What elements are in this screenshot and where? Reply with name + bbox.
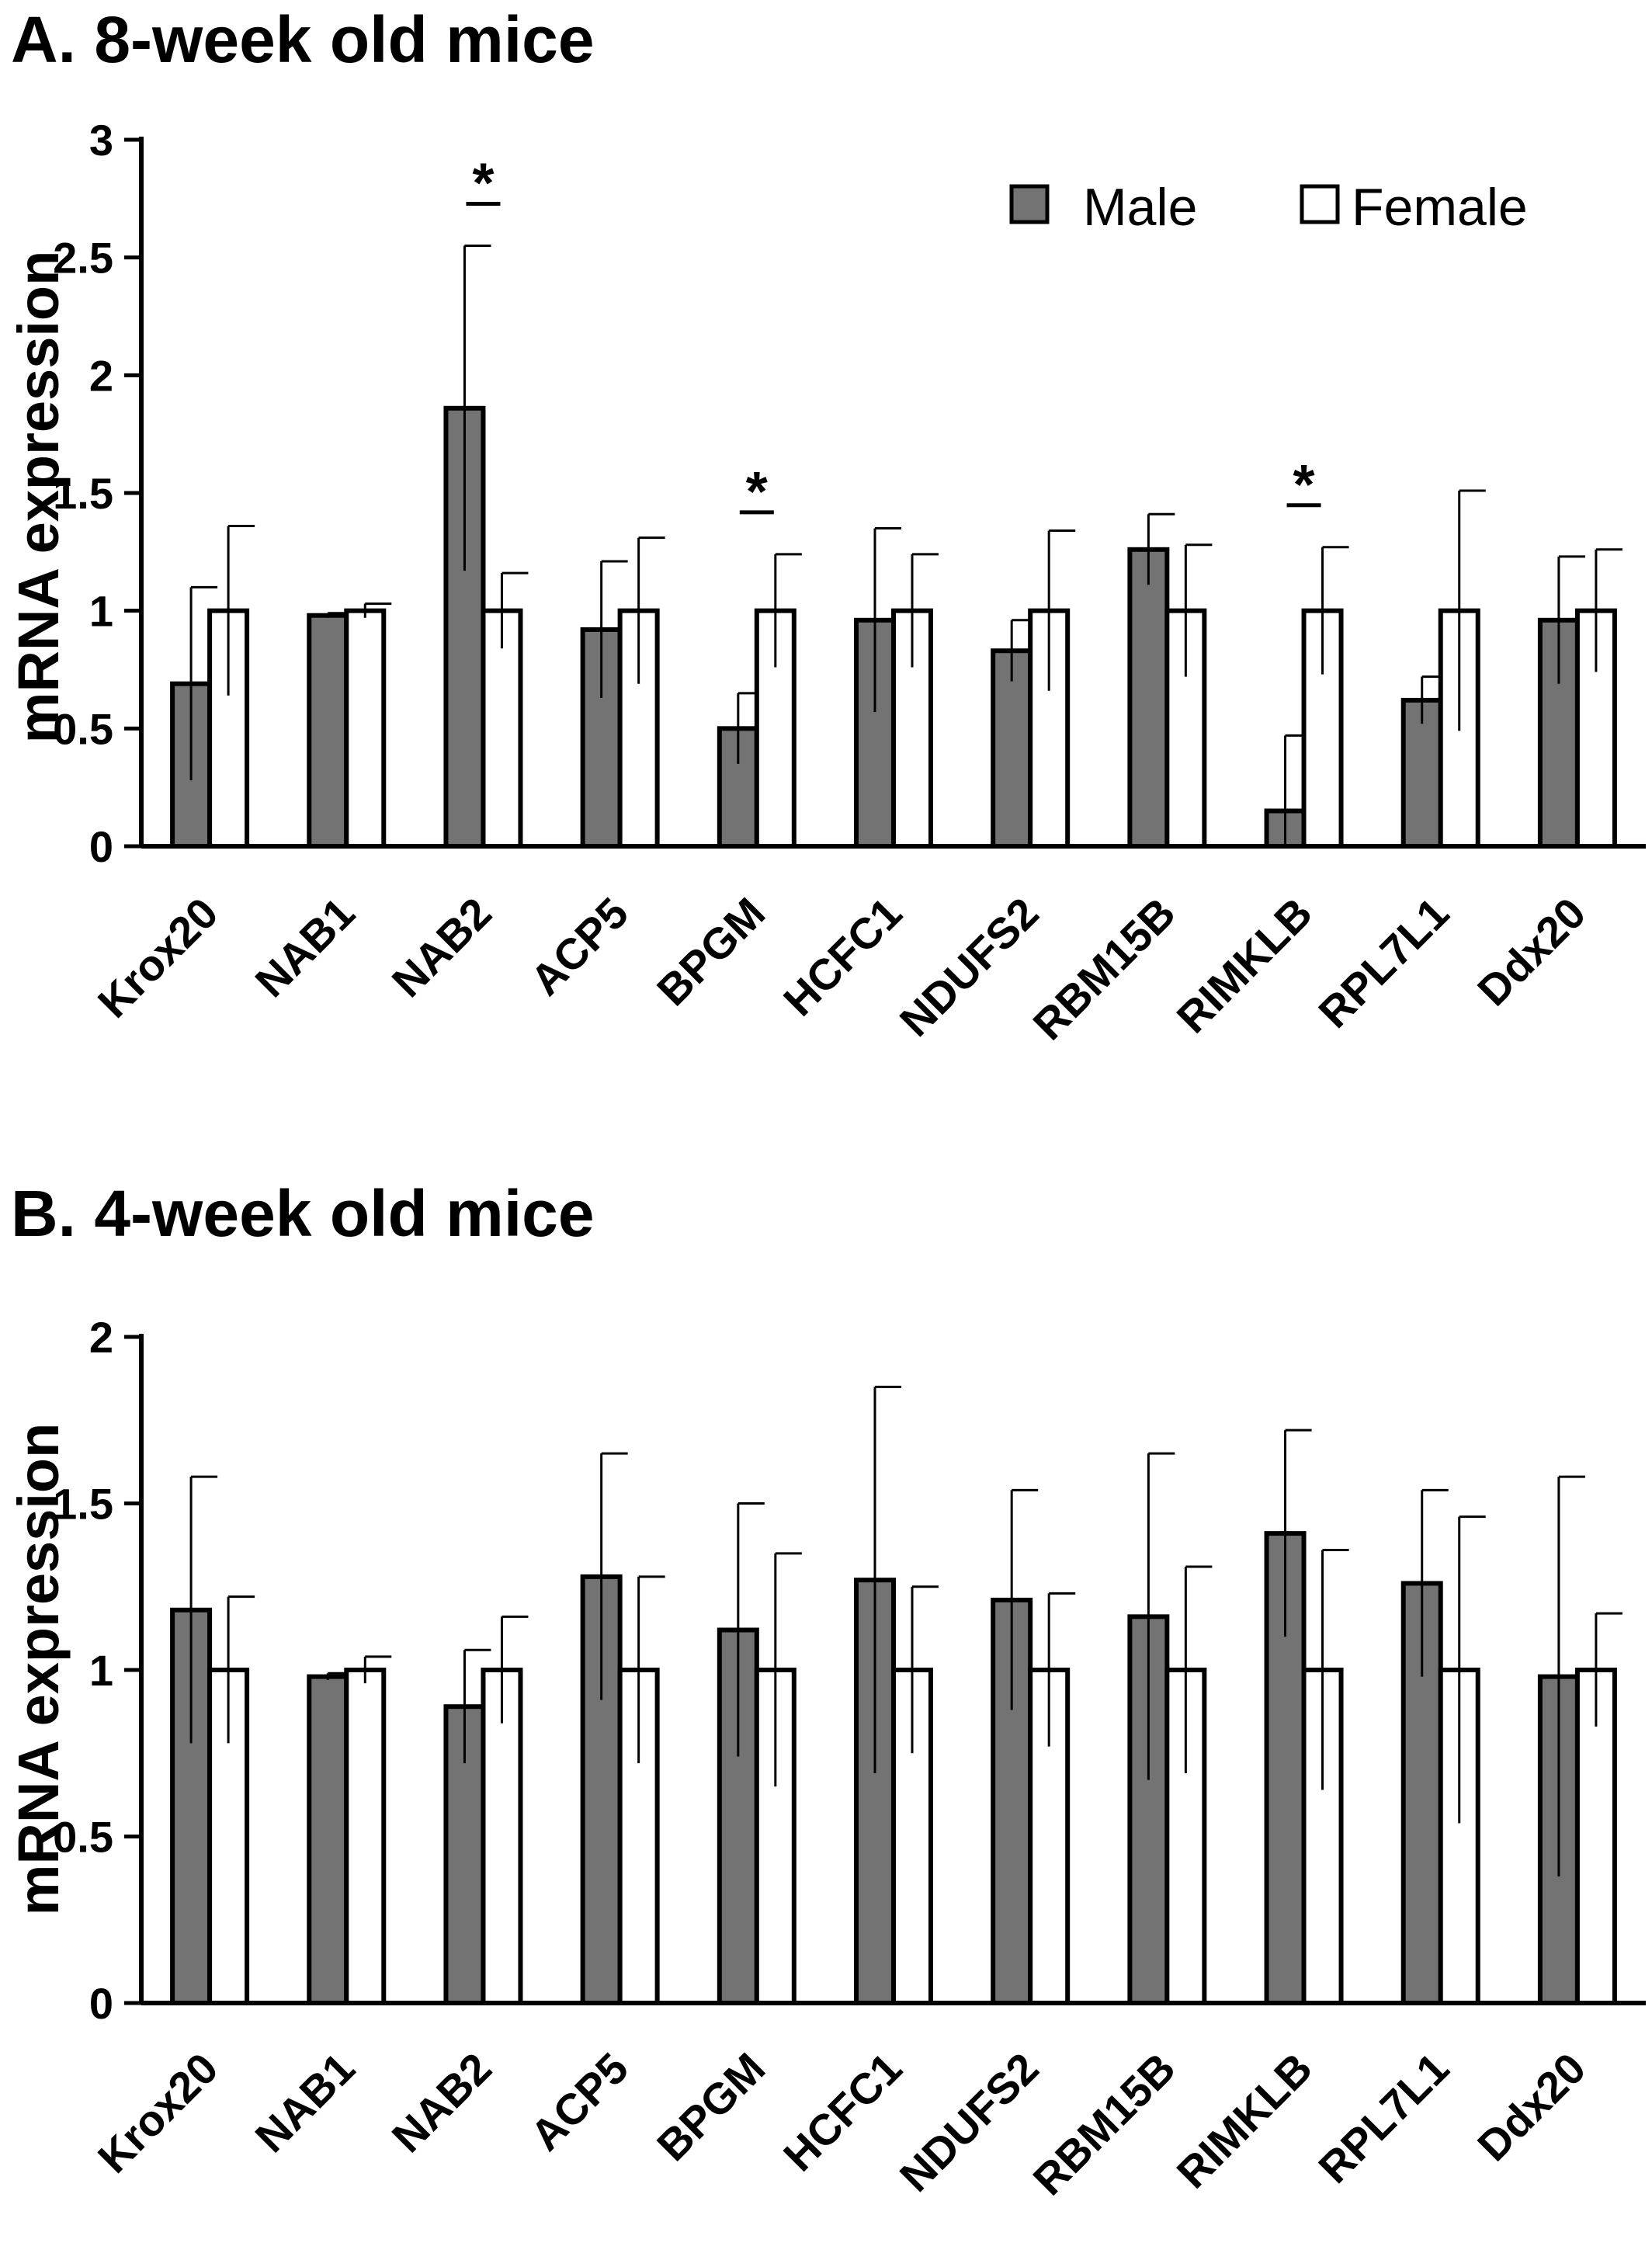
y-tick-label: 0 [89, 1979, 113, 2028]
panel-a-title: A. 8-week old mice [11, 3, 595, 76]
legend-male-swatch [1009, 184, 1050, 224]
x-tick-label-BPGM: BPGM [647, 2043, 774, 2170]
x-tick-label-RBM15B: RBM15B [1023, 888, 1184, 1049]
x-tick-label-Ddx20: Ddx20 [1468, 2043, 1595, 2170]
y-tick-label: 1.5 [53, 1480, 113, 1529]
panel-a-plot-area: 0 0.5 1 1.5 2 2.5 3 Krox20 NAB1 NAB2 ACP5 BPGM HCFC1… [53, 116, 1646, 1049]
panel-b: B. 4-week old mice mRNA expression 0 0.5 1… [6, 1177, 1646, 2204]
x-tick-label-RIMKLB: RIMKLB [1168, 2043, 1322, 2198]
y-tick-label: 0.5 [53, 1813, 113, 1862]
x-tick-label-RIMKLB: RIMKLB [1168, 888, 1322, 1043]
x-tick-label-Krox20: Krox20 [88, 888, 227, 1027]
x-tick-label-Krox20: Krox20 [88, 2043, 227, 2182]
legend-male-label: Male [1083, 178, 1197, 237]
y-tick-label: 2 [89, 351, 113, 400]
legend-female-label: Female [1352, 178, 1528, 237]
x-tick-label-NDUFS2: NDUFS2 [890, 2043, 1048, 2201]
x-tick-label-RPL7L1: RPL7L1 [1309, 888, 1458, 1037]
y-tick-label: 2.5 [53, 234, 113, 283]
y-tick-label: 3 [89, 116, 113, 165]
x-tick-label-Ddx20: Ddx20 [1468, 888, 1595, 1015]
x-tick-label-NAB2: NAB2 [383, 888, 501, 1006]
bar-female-NAB1 [344, 1668, 387, 2005]
x-tick-label-NDUFS2: NDUFS2 [890, 888, 1048, 1046]
x-tick-label-NAB1: NAB1 [245, 888, 363, 1006]
y-tick-label: 1.5 [53, 469, 113, 518]
x-tick-label-HCFC1: HCFC1 [774, 2043, 911, 2181]
bar-female-NAB1 [344, 608, 387, 849]
y-tick-label: 0.5 [53, 704, 113, 753]
y-tick-label: 2 [89, 1313, 113, 1362]
legend-female-swatch [1300, 184, 1340, 224]
panel-b-title: B. 4-week old mice [11, 1177, 595, 1250]
x-tick-label-RBM15B: RBM15B [1023, 2043, 1184, 2204]
bar-male-NAB1 [307, 1674, 349, 2006]
bar-male-RBM15B [1127, 547, 1170, 849]
panel-a-legend: Male Female [1009, 178, 1528, 237]
x-tick-label-ACP5: ACP5 [521, 888, 637, 1005]
panel-b-plot-area: 0 0.5 1 1.5 2 Krox20 NAB1 NAB2 ACP5 BPGM HCFC1NDUF… [53, 1313, 1646, 2204]
x-tick-label-NAB2: NAB2 [383, 2043, 501, 2161]
significance-star-BPGM: * [746, 461, 768, 523]
x-tick-label-NAB1: NAB1 [245, 2043, 363, 2161]
x-tick-label-BPGM: BPGM [647, 888, 774, 1015]
panel-a: A. 8-week old mice mRNA expression Male … [6, 3, 1646, 1049]
x-tick-label-ACP5: ACP5 [521, 2043, 637, 2160]
panel-a-y-axis-label: mRNA expression [6, 251, 71, 744]
y-tick-label: 1 [89, 587, 113, 636]
significance-star-NAB2: * [472, 153, 494, 215]
significance-star-RIMKLB: * [1293, 454, 1315, 516]
bar-male-NAB1 [307, 613, 349, 849]
x-tick-label-HCFC1: HCFC1 [774, 888, 911, 1026]
x-tick-label-RPL7L1: RPL7L1 [1309, 2043, 1458, 2192]
y-tick-label: 1 [89, 1646, 113, 1695]
panel-b-y-axis-label: mRNA expression [6, 1423, 71, 1916]
y-tick-label: 0 [89, 822, 113, 871]
